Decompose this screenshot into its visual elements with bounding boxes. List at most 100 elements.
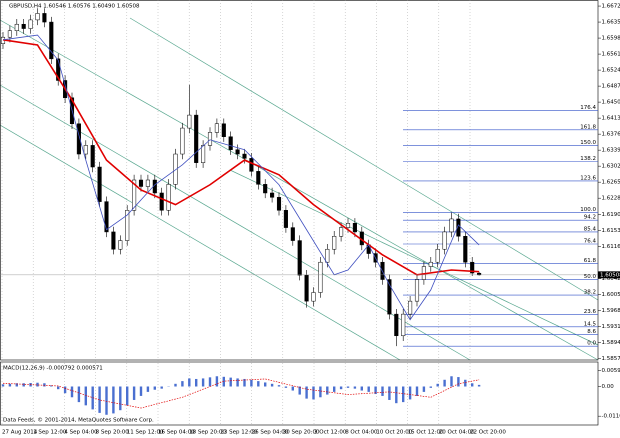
candle-body: [249, 158, 254, 172]
candle-body: [463, 236, 468, 263]
candle-body: [76, 123, 81, 155]
macd-bar: [15, 383, 18, 387]
candle-body: [14, 23, 19, 31]
fib-label: 76.4: [584, 239, 597, 245]
macd-bar: [153, 386, 156, 390]
candle-body: [173, 153, 178, 185]
candle-body: [28, 19, 33, 29]
candle-body: [276, 197, 282, 211]
macd-bar: [402, 386, 405, 403]
y-tick-label: 1.58940: [602, 340, 620, 346]
y-tick-label: 1.61530: [602, 228, 620, 234]
channel-line: [0, 124, 401, 361]
candle-body: [256, 171, 261, 185]
y-tick-label: 1.63760: [602, 132, 620, 138]
x-tick-label: 30 Sep 20:00: [283, 430, 320, 436]
macd-bar: [257, 381, 260, 387]
y-tick-label: 1.62280: [602, 196, 620, 202]
macd-bar: [146, 386, 150, 392]
y-tick-label: 1.64870: [602, 84, 620, 90]
candle-body: [442, 231, 447, 250]
y-tick-label: 1.58570: [602, 356, 620, 362]
candle-body: [49, 21, 54, 60]
x-tick-label: 20 Oct 04:00: [439, 430, 475, 436]
macd-bar: [22, 383, 25, 387]
macd-bar: [333, 386, 336, 392]
candle-body: [194, 114, 199, 163]
macd-bar: [374, 386, 377, 395]
candle-body: [242, 153, 247, 159]
candle-body: [145, 179, 150, 187]
macd-title: MACD(12,26,9) -0.000792 0.000571: [3, 366, 103, 372]
macd-bar: [57, 386, 60, 390]
y-tick-label: 1.64500: [602, 100, 620, 106]
y-tick-label: 1.61900: [602, 212, 620, 218]
macd-bar: [195, 378, 198, 387]
fib-label: 38.2: [584, 290, 596, 296]
last-price-label: 1.60508: [600, 272, 620, 278]
copyright: Data Feeds, © 2001-2014, MetaQuotes Soft…: [3, 417, 154, 424]
x-tick-label: 3 Oct 12:00: [314, 430, 347, 436]
y-tick-label: 1.60050: [602, 292, 620, 298]
macd-bar: [1, 384, 5, 387]
y-tick-label: 1.59310: [602, 324, 620, 330]
x-tick-label: 8 Sep 20:00: [96, 430, 130, 436]
candle-body: [7, 30, 12, 38]
x-tick-label: 18 Sep 20:00: [189, 430, 226, 436]
macd-bar: [471, 383, 474, 387]
x-tick-label: 26 Sep 04:00: [252, 430, 289, 436]
macd-bar: [208, 377, 212, 387]
x-tick-label: 16 Sep 04:00: [158, 430, 195, 436]
macd-bar: [77, 386, 81, 403]
candle-body: [166, 184, 171, 211]
x-tick-label: 8 Oct 04:00: [345, 430, 378, 436]
macd-bar: [312, 386, 315, 400]
macd-bar: [408, 386, 412, 400]
candle-body: [332, 236, 337, 250]
y-tick-label: 1.61160: [602, 244, 620, 250]
candle-body: [352, 223, 357, 233]
macd-bar: [91, 386, 94, 410]
fib-label: 100.0: [580, 207, 596, 213]
macd-bar: [346, 386, 350, 388]
candle-body: [428, 261, 433, 267]
candle-body: [408, 300, 413, 315]
macd-bar: [305, 386, 308, 399]
macd-bar: [291, 386, 294, 391]
macd-bar: [139, 386, 143, 396]
candle-body: [263, 184, 268, 194]
y-tick-label: 1.65240: [602, 68, 620, 74]
y-tick-label: -0.011021: [602, 414, 620, 420]
fib-label: 0.0: [587, 341, 596, 347]
macd-bar: [70, 386, 74, 398]
x-tick-label: 22 Oct 20:00: [470, 430, 506, 436]
macd-bar: [464, 379, 467, 387]
fib-label: 123.6: [580, 175, 596, 181]
macd-bar: [319, 386, 322, 398]
fib-label: 8.6: [587, 329, 596, 335]
channel-line: [229, 169, 599, 346]
macd-bar: [105, 386, 108, 415]
x-tick-label: 1 Sep 12:00: [33, 430, 67, 436]
fib-label: 85.4: [584, 226, 597, 232]
macd-bar: [443, 379, 446, 387]
x-tick-label: 27 Aug 2014: [2, 430, 38, 436]
candle-body: [138, 179, 144, 187]
chart-title: GBPUSD,H4 1.60546 1.60576 1.60490 1.6050…: [9, 4, 140, 10]
macd-bar: [63, 386, 67, 394]
candle-body: [345, 223, 351, 228]
macd-panel-frame: [0, 361, 599, 426]
macd-bar: [132, 386, 136, 400]
y-tick-label: 1.66720: [602, 4, 620, 10]
macd-bar: [222, 376, 225, 387]
macd-signal: [2, 378, 480, 409]
candle-body: [35, 13, 40, 21]
macd-bar: [277, 385, 281, 387]
candle-body: [414, 279, 420, 302]
macd-bar: [36, 382, 39, 387]
macd-bar: [388, 386, 391, 400]
macd-bar: [98, 386, 101, 413]
macd-bar: [43, 383, 46, 387]
macd-bar: [160, 386, 163, 389]
candle-body: [477, 272, 482, 276]
